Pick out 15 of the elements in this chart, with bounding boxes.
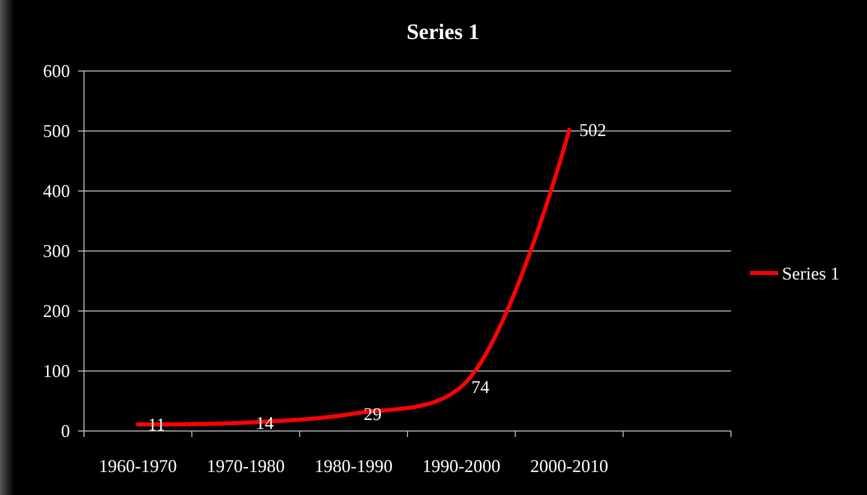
y-tick-label: 600 xyxy=(43,60,70,81)
data-label: 74 xyxy=(471,376,490,397)
legend-label: Series 1 xyxy=(782,263,840,284)
x-tick-label: 1980-1990 xyxy=(314,456,393,476)
chart-title: Series 1 xyxy=(406,19,480,44)
y-tick-label: 200 xyxy=(43,300,70,321)
x-tick-label: 2000-2010 xyxy=(530,456,608,476)
x-tick-label: 1960-1970 xyxy=(98,456,177,476)
y-tick-label: 500 xyxy=(43,120,70,141)
y-tick-label: 0 xyxy=(61,420,70,441)
y-tick-label: 100 xyxy=(43,360,70,381)
x-tick-label: 1970-1980 xyxy=(206,456,285,476)
y-tick-label: 400 xyxy=(43,180,70,201)
y-tick-label: 300 xyxy=(43,240,70,261)
x-tick-label: 1990-2000 xyxy=(422,456,500,476)
